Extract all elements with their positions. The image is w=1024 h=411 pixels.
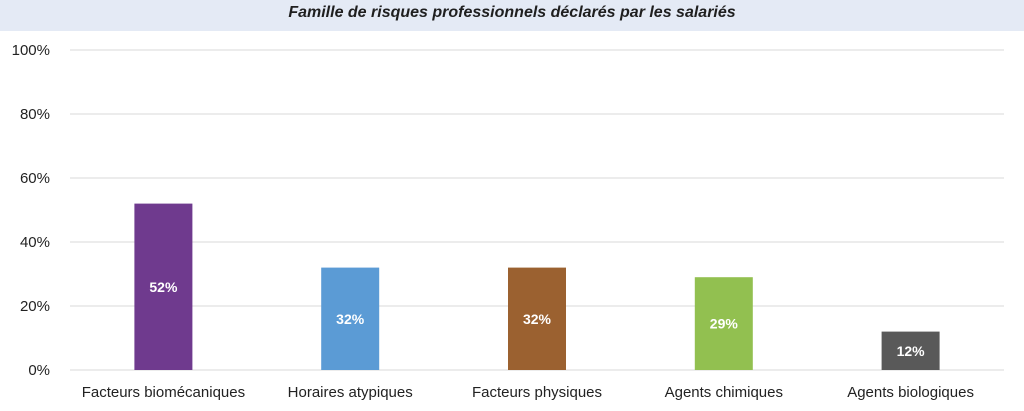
bar — [508, 267, 566, 370]
x-axis: Facteurs biomécaniques Horaires atypiques… — [82, 384, 974, 401]
bar — [321, 267, 380, 370]
category-label: Facteurs physiques — [472, 384, 602, 401]
bar-chart: 0% 20% 40% 60% 80% 100% 52% 32% 32% 29% 12% Facte… — [12, 42, 1004, 401]
bar — [881, 331, 940, 370]
y-tick-label: 80% — [20, 106, 50, 123]
data-label: 32% — [336, 311, 365, 327]
chart-title: Famille de risques professionnels déclar… — [288, 4, 736, 21]
y-tick-label: 20% — [20, 298, 50, 315]
category-label: Horaires atypiques — [288, 384, 413, 401]
y-tick-label: 100% — [12, 42, 50, 59]
gridlines — [70, 49, 1004, 371]
y-tick-label: 0% — [28, 362, 50, 379]
plot-area: 0% 20% 40% 60% 80% 100% 52% 32% 32% 29% 12% Facte… — [0, 31, 1024, 411]
data-label: 32% — [523, 311, 552, 327]
y-tick-label: 60% — [20, 170, 50, 187]
y-tick-label: 40% — [20, 234, 50, 251]
data-label: 52% — [149, 279, 178, 295]
category-label: Agents chimiques — [665, 384, 783, 401]
data-label: 12% — [897, 343, 926, 359]
bar — [134, 203, 193, 370]
category-label: Facteurs biomécaniques — [82, 384, 245, 401]
y-axis: 0% 20% 40% 60% 80% 100% — [12, 42, 50, 379]
bar — [694, 277, 753, 370]
category-label: Agents biologiques — [847, 384, 974, 401]
data-label: 29% — [710, 316, 739, 332]
bars: 52% 32% 32% 29% 12% — [134, 203, 940, 370]
